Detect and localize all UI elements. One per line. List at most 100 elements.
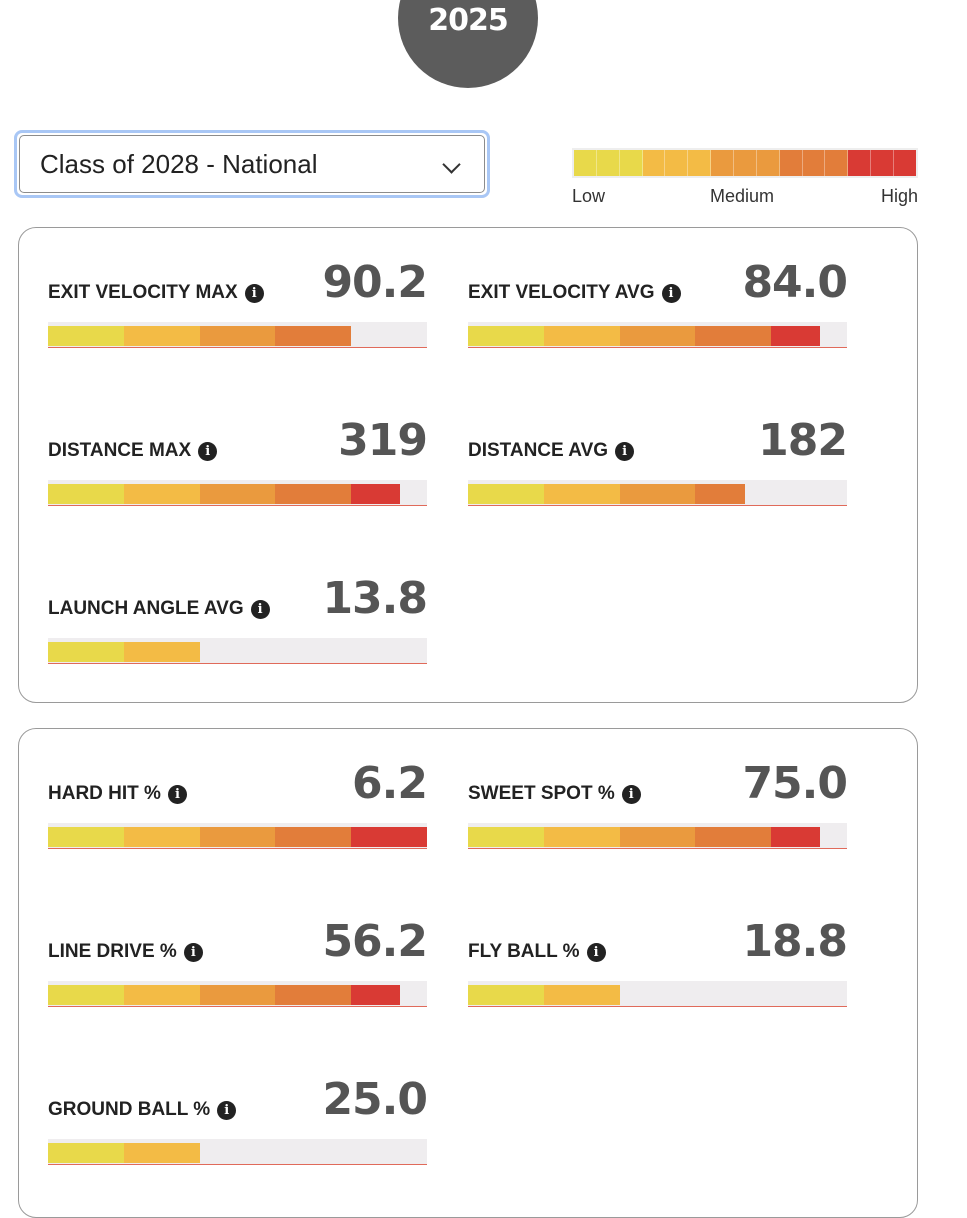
metric-bar bbox=[468, 480, 847, 506]
metric-label: LINE DRIVE % bbox=[48, 941, 177, 962]
bar-segment bbox=[695, 326, 772, 346]
legend-swatch bbox=[642, 150, 666, 176]
bar-segment bbox=[619, 326, 696, 346]
class-filter-box[interactable]: Class of 2028 - National bbox=[19, 135, 485, 193]
info-icon[interactable]: i bbox=[661, 283, 681, 303]
metric-value: 182 bbox=[758, 415, 848, 466]
year-badge: 2025 bbox=[398, 0, 538, 88]
bar-baseline bbox=[48, 1164, 427, 1165]
batted-ball-stats-card: EXIT VELOCITY MAX i 90.2 EXIT VELOCITY AV… bbox=[18, 227, 918, 703]
bar-segment bbox=[468, 985, 544, 1005]
legend-swatch bbox=[894, 150, 916, 176]
legend-swatch bbox=[734, 150, 757, 176]
legend-swatch bbox=[574, 150, 597, 176]
bar-segment bbox=[48, 484, 124, 504]
bar-baseline bbox=[48, 347, 427, 348]
legend-swatch bbox=[756, 150, 780, 176]
metric-ground-ball-pct: GROUND BALL % i 25.0 bbox=[48, 1075, 428, 1165]
bar-baseline bbox=[48, 1006, 427, 1007]
legend-swatch bbox=[711, 150, 735, 176]
metric-distance-max: DISTANCE MAX i 319 bbox=[48, 415, 428, 506]
info-icon[interactable]: i bbox=[615, 441, 635, 461]
metric-hard-hit-pct: HARD HIT % i 6.2 bbox=[48, 758, 428, 849]
metric-label: DISTANCE MAX bbox=[48, 440, 192, 461]
bar-baseline bbox=[48, 848, 427, 849]
year-label: 2025 bbox=[428, 3, 508, 38]
metric-bar bbox=[48, 480, 427, 506]
metric-value: 56.2 bbox=[322, 916, 428, 967]
bar-baseline bbox=[468, 347, 847, 348]
info-icon[interactable]: i bbox=[167, 784, 187, 804]
metric-label: EXIT VELOCITY AVG bbox=[468, 282, 655, 303]
bar-segment bbox=[123, 827, 200, 847]
legend-swatch bbox=[848, 150, 872, 176]
bar-segment bbox=[771, 326, 821, 346]
info-icon[interactable]: i bbox=[217, 1100, 237, 1120]
metric-label: DISTANCE AVG bbox=[468, 440, 609, 461]
legend-swatch bbox=[665, 150, 689, 176]
bar-segment bbox=[123, 1143, 200, 1163]
class-filter-select[interactable]: Class of 2028 - National bbox=[14, 130, 490, 198]
legend-labels: Low Medium High bbox=[572, 186, 918, 210]
metric-bar bbox=[48, 823, 427, 849]
metric-exit-velocity-avg: EXIT VELOCITY AVG i 84.0 bbox=[468, 258, 848, 348]
bar-segment bbox=[543, 985, 620, 1005]
metric-distance-avg: DISTANCE AVG i 182 bbox=[468, 415, 848, 506]
metric-bar bbox=[48, 981, 427, 1007]
bar-baseline bbox=[48, 663, 427, 664]
bar-segment bbox=[48, 985, 124, 1005]
bar-segment bbox=[123, 326, 200, 346]
info-icon[interactable]: i bbox=[250, 599, 270, 619]
bar-segment bbox=[123, 642, 200, 662]
bar-segment bbox=[695, 484, 745, 504]
class-filter-value: Class of 2028 - National bbox=[40, 148, 318, 179]
bar-segment bbox=[771, 827, 821, 847]
bar-segment bbox=[275, 484, 352, 504]
metric-value: 90.2 bbox=[322, 257, 428, 308]
metric-value: 13.8 bbox=[322, 573, 428, 624]
bar-segment bbox=[351, 484, 401, 504]
metric-label: EXIT VELOCITY MAX bbox=[48, 282, 238, 303]
bar-segment bbox=[48, 827, 124, 847]
legend-high-label: High bbox=[880, 186, 918, 206]
bar-segment bbox=[351, 985, 401, 1005]
bar-segment bbox=[199, 326, 276, 346]
legend-swatch bbox=[596, 150, 620, 176]
bar-segment bbox=[199, 484, 276, 504]
contact-stats-card: HARD HIT % i 6.2 SWEET SPOT % i 75.0 LINE … bbox=[18, 728, 918, 1218]
metric-bar bbox=[468, 981, 847, 1007]
legend-color-scale bbox=[572, 148, 918, 178]
info-icon[interactable]: i bbox=[244, 283, 264, 303]
info-icon[interactable]: i bbox=[621, 784, 641, 804]
bar-segment bbox=[275, 985, 352, 1005]
bar-segment bbox=[48, 1143, 124, 1163]
legend-swatch bbox=[619, 150, 643, 176]
bar-segment bbox=[468, 827, 544, 847]
metric-value: 18.8 bbox=[742, 916, 848, 967]
metric-bar bbox=[48, 638, 427, 664]
bar-segment bbox=[695, 827, 772, 847]
bar-segment bbox=[543, 326, 620, 346]
metric-label: SWEET SPOT % bbox=[468, 783, 615, 804]
legend-swatch bbox=[802, 150, 826, 176]
bar-segment bbox=[468, 326, 544, 346]
info-icon[interactable]: i bbox=[198, 441, 218, 461]
metric-bar bbox=[48, 1139, 427, 1165]
legend-swatch bbox=[871, 150, 895, 176]
chevron-down-icon[interactable] bbox=[442, 155, 461, 174]
metric-exit-velocity-max: EXIT VELOCITY MAX i 90.2 bbox=[48, 257, 428, 348]
metric-label: LAUNCH ANGLE AVG bbox=[48, 598, 244, 619]
bar-segment bbox=[123, 484, 200, 504]
bar-segment bbox=[199, 827, 276, 847]
metric-launch-angle-avg: LAUNCH ANGLE AVG i 13.8 bbox=[48, 573, 428, 664]
info-icon[interactable]: i bbox=[183, 942, 203, 962]
bar-segment bbox=[275, 827, 352, 847]
info-icon[interactable]: i bbox=[586, 942, 606, 962]
metric-value: 6.2 bbox=[352, 758, 428, 809]
metric-label: HARD HIT % bbox=[48, 783, 161, 804]
metric-bar bbox=[468, 823, 847, 849]
metric-value: 75.0 bbox=[742, 758, 848, 809]
legend-swatch bbox=[779, 150, 803, 176]
metric-value: 319 bbox=[338, 415, 428, 466]
bar-segment bbox=[619, 484, 696, 504]
